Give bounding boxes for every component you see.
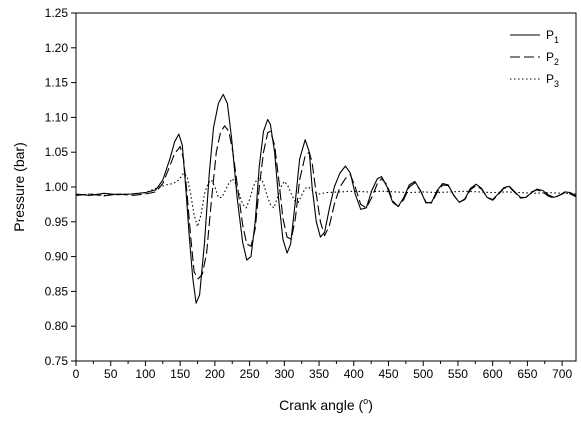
y-tick-label: 1.05 — [45, 145, 69, 159]
x-tick-label: 500 — [413, 367, 433, 381]
series-line-p3 — [75, 172, 577, 228]
series-line-p2 — [75, 125, 577, 280]
x-tick-label: 650 — [517, 367, 537, 381]
x-tick-label: 400 — [344, 367, 364, 381]
legend-label-p3: P3 — [546, 72, 559, 89]
series-line-p1 — [75, 93, 577, 304]
legend-label-p1: P1 — [546, 28, 559, 45]
x-tick-label: 0 — [73, 367, 80, 381]
x-axis-title-end: ) — [368, 397, 373, 413]
x-tick-label: 50 — [104, 367, 118, 381]
x-tick-label: 200 — [205, 367, 225, 381]
y-tick-label: 0.85 — [45, 284, 69, 298]
x-tick-label: 100 — [135, 367, 155, 381]
plot-frame — [75, 12, 577, 362]
y-tick-label: 1.25 — [45, 6, 69, 20]
x-tick-label: 150 — [170, 367, 190, 381]
y-tick-label: 0.75 — [45, 354, 69, 368]
y-tick-label: 0.80 — [45, 319, 69, 333]
x-axis-title-main: Crank angle ( — [279, 397, 363, 413]
x-tick-label: 300 — [274, 367, 294, 381]
y-tick-label: 0.95 — [45, 215, 69, 229]
y-tick-label: 1.15 — [45, 76, 69, 90]
y-tick-label: 0.90 — [45, 250, 69, 264]
legend-label-p2: P2 — [546, 50, 559, 67]
y-tick-label: 1.10 — [45, 110, 69, 124]
x-tick-label: 700 — [552, 367, 572, 381]
legend: P1 P2 P3 — [510, 28, 559, 89]
axis-layer: 0 50 100 150 200 250 300 350 400 450 500 550 600 650 7… — [45, 6, 573, 381]
y-tick-label: 1.20 — [45, 41, 69, 55]
series-layer — [75, 93, 577, 304]
x-tick-label: 550 — [448, 367, 468, 381]
x-tick-label: 250 — [240, 367, 260, 381]
x-tick-label: 450 — [378, 367, 398, 381]
x-axis-title-degree: o — [363, 396, 368, 406]
x-tick-label: 350 — [309, 367, 329, 381]
y-tick-label: 1.00 — [45, 180, 69, 194]
y-axis-title: Pressure (bar) — [11, 142, 27, 231]
x-tick-label: 600 — [483, 367, 503, 381]
x-axis-title: Crank angle (o) — [279, 396, 373, 413]
